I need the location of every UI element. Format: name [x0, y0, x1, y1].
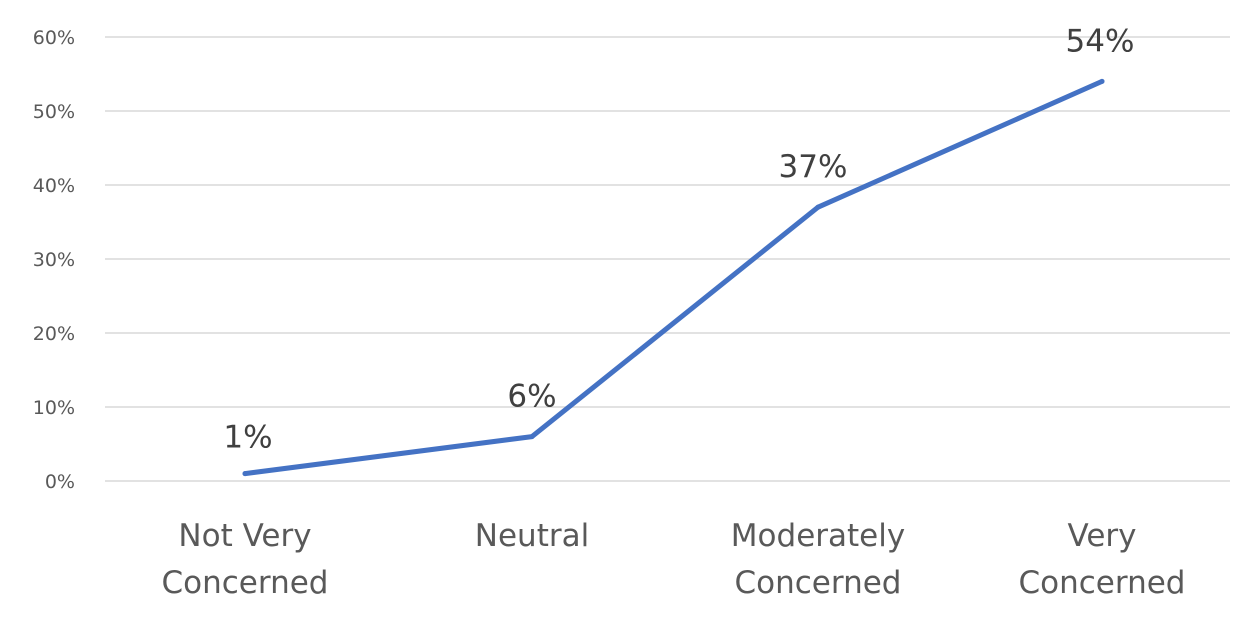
x-tick-label-line: Concerned [735, 565, 902, 601]
series [242, 78, 1105, 477]
data-label: 1% [223, 420, 272, 456]
data-point [815, 204, 821, 210]
x-axis-ticks: Not Very Concerned Neutral Moderately Concer… [162, 518, 1186, 601]
x-tick-label: Not Very Concerned [162, 518, 329, 601]
x-tick-label: Moderately Concerned [731, 518, 905, 601]
y-tick-label: 0% [45, 471, 75, 493]
series-line [242, 78, 1105, 477]
data-point [529, 434, 535, 440]
x-tick-label-line: Concerned [162, 565, 329, 601]
data-label: 37% [779, 149, 848, 185]
gridlines [105, 36, 1230, 482]
data-point [242, 471, 248, 477]
x-tick-label-line: Moderately [731, 518, 905, 554]
x-tick-label: Very Concerned [1019, 518, 1186, 601]
y-axis-ticks: 0% 10% 20% 30% 40% 50% 60% [33, 27, 75, 493]
y-tick-label: 20% [33, 323, 75, 345]
x-tick-label-line: Neutral [475, 518, 589, 554]
x-tick-label-line: Very [1068, 518, 1137, 554]
data-label: 54% [1066, 23, 1135, 59]
y-tick-label: 60% [33, 27, 75, 49]
x-tick-label-line: Not Very [178, 518, 311, 554]
data-labels: 1% 6% 37% 54% [223, 23, 1134, 455]
y-tick-label: 50% [33, 101, 75, 123]
data-label: 6% [507, 379, 556, 415]
x-tick-label-line: Concerned [1019, 565, 1186, 601]
data-point [1099, 78, 1105, 84]
y-tick-label: 40% [33, 175, 75, 197]
y-tick-label: 30% [33, 249, 75, 271]
y-tick-label: 10% [33, 397, 75, 419]
x-tick-label: Neutral [475, 518, 589, 554]
